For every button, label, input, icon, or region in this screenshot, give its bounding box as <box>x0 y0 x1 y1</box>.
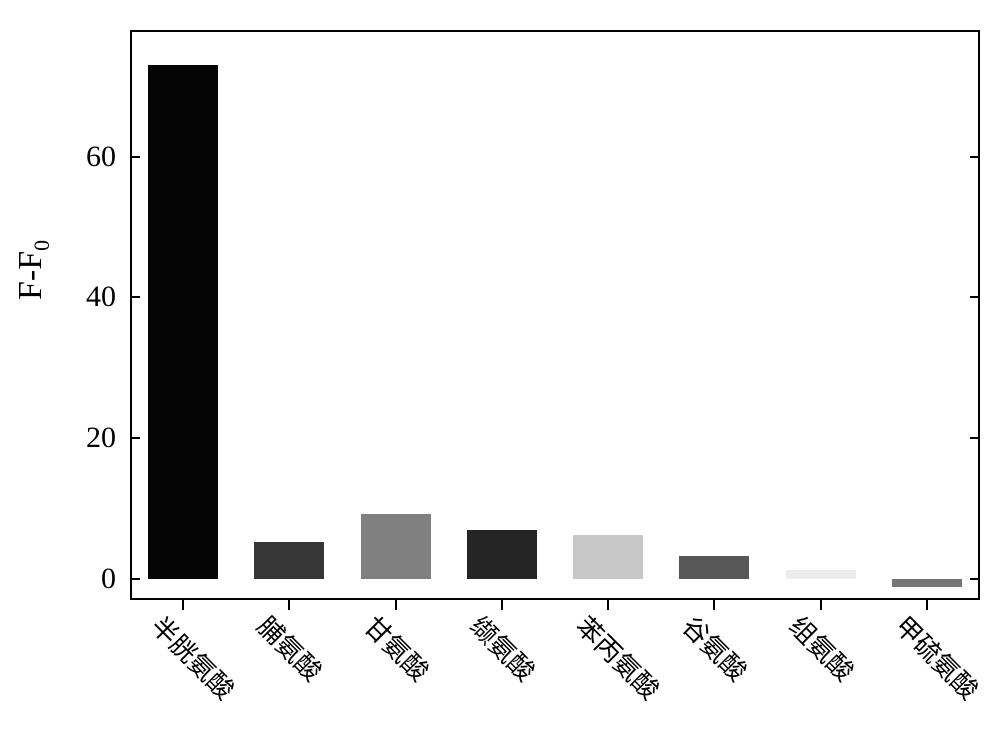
ytick <box>130 437 140 439</box>
ytick-label: 40 <box>86 280 116 314</box>
spine-right <box>978 30 980 600</box>
category-label: 甘氨酸 <box>356 600 444 688</box>
category-label: 缬氨酸 <box>463 600 551 688</box>
spine-top <box>130 30 980 32</box>
y-axis-label: F-F0 <box>12 240 55 300</box>
bar <box>786 570 856 578</box>
ytick-label: 20 <box>86 421 116 455</box>
ytick <box>130 578 140 580</box>
category-label: 半胱氨酸 <box>144 600 251 707</box>
category-label: 甲硫氨酸 <box>888 600 995 707</box>
category-label: 脯氨酸 <box>250 600 338 688</box>
spine-bottom <box>130 598 980 600</box>
bar <box>679 556 749 579</box>
ytick <box>130 156 140 158</box>
bar <box>892 579 962 587</box>
ytick <box>970 578 980 580</box>
bar <box>148 65 218 579</box>
bar <box>361 514 431 579</box>
ytick-label: 60 <box>86 140 116 174</box>
category-label: 组氨酸 <box>781 600 869 688</box>
bar-chart: F-F0 0204060半胱氨酸脯氨酸甘氨酸缬氨酸苯丙氨酸谷氨酸组氨酸甲硫氨酸 <box>0 0 1000 744</box>
plot-area: 0204060半胱氨酸脯氨酸甘氨酸缬氨酸苯丙氨酸谷氨酸组氨酸甲硫氨酸 <box>130 30 980 600</box>
ytick <box>970 437 980 439</box>
spine-left <box>130 30 132 600</box>
bar <box>467 530 537 579</box>
ytick <box>970 156 980 158</box>
ytick-label: 0 <box>101 562 116 596</box>
bar <box>254 542 324 579</box>
ytick <box>130 296 140 298</box>
bar <box>573 535 643 579</box>
category-label: 谷氨酸 <box>675 600 763 688</box>
ytick <box>970 296 980 298</box>
category-label: 苯丙氨酸 <box>569 600 676 707</box>
